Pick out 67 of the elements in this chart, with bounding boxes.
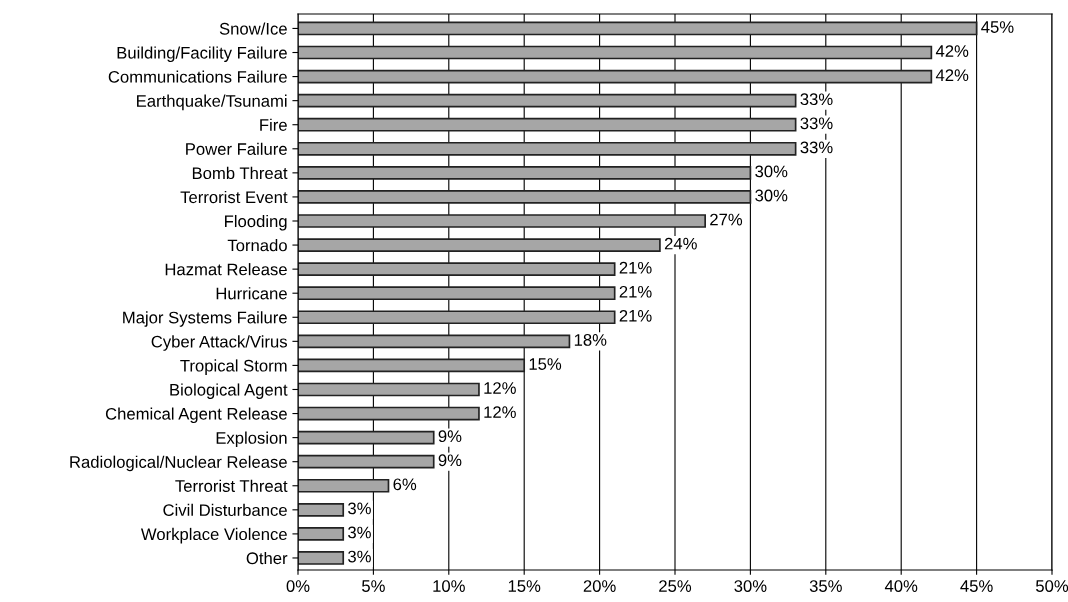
- y-tick-label: Communications Failure: [108, 70, 287, 83]
- y-tick-label: Tornado: [227, 239, 287, 252]
- y-tick-label: Tropical Storm: [180, 359, 287, 375]
- data-label: 12%: [484, 406, 516, 418]
- x-tick-label: 50%: [1035, 580, 1068, 592]
- data-label: 12%: [484, 382, 516, 394]
- data-label: 24%: [664, 237, 697, 250]
- bar: [298, 454, 435, 469]
- x-tick-label: 15%: [508, 580, 541, 592]
- data-label: 42%: [935, 45, 969, 57]
- data-label: 33%: [800, 117, 833, 130]
- data-label: 3%: [348, 526, 371, 539]
- bar: [298, 238, 661, 252]
- bar: [298, 430, 435, 445]
- data-label: 33%: [800, 93, 833, 106]
- bar: [298, 93, 797, 108]
- y-tick-label: Power Failure: [186, 142, 287, 155]
- x-tick-label: 5%: [362, 580, 385, 592]
- data-label: 9%: [438, 430, 462, 443]
- data-label: 21%: [619, 309, 652, 322]
- y-tick-label: Explosion: [216, 431, 287, 448]
- data-label: 21%: [619, 285, 652, 298]
- bar: [298, 527, 345, 541]
- y-tick-label: Civil Disturbance: [163, 503, 287, 517]
- data-label: 30%: [755, 189, 788, 202]
- data-label: 21%: [619, 261, 652, 274]
- y-tick-label: Other: [246, 551, 288, 565]
- data-label: 27%: [710, 213, 743, 226]
- y-tick-label: Terrorist Threat: [175, 479, 288, 492]
- x-tick-label: 35%: [809, 580, 842, 592]
- data-label: 3%: [348, 550, 371, 563]
- bar: [298, 551, 345, 565]
- y-tick-label: Hurricane: [216, 287, 287, 300]
- data-label: 9%: [438, 454, 462, 467]
- y-tick-label: Fire: [260, 118, 287, 131]
- data-label: 45%: [981, 21, 1014, 33]
- bar: [298, 117, 797, 132]
- x-tick-label: 10%: [433, 580, 465, 592]
- x-tick-label: 40%: [884, 580, 918, 592]
- x-tick-label: 0%: [286, 580, 310, 592]
- x-tick-label: 25%: [659, 580, 692, 592]
- x-tick-label: 45%: [960, 580, 993, 592]
- data-label: 3%: [348, 502, 371, 515]
- data-label: 42%: [935, 69, 969, 81]
- y-tick-label: Workplace Violence: [140, 527, 287, 544]
- data-label: 33%: [800, 141, 833, 154]
- y-tick-label: Bomb Threat: [192, 166, 288, 180]
- y-tick-label: Earthquake/Tsunami: [137, 94, 287, 111]
- y-tick-label: Cyber Attack/Virus: [151, 335, 287, 351]
- y-tick-label: Snow/Ice: [219, 22, 287, 35]
- y-tick-label: Flooding: [225, 214, 287, 231]
- bar: [298, 502, 345, 517]
- y-tick-label: Terrorist Event: [180, 190, 288, 204]
- y-tick-label: Chemical Agent Release: [105, 407, 287, 424]
- data-label: 6%: [393, 478, 417, 491]
- x-tick-label: 30%: [734, 580, 767, 592]
- y-tick-label: Radiological/Nuclear Release: [70, 455, 287, 472]
- y-tick-label: Hazmat Release: [165, 263, 287, 276]
- y-tick-label: Major Systems Failure: [123, 311, 287, 327]
- bar: [298, 141, 797, 156]
- y-tick-label: Building/Facility Failure: [117, 46, 287, 63]
- bar: [298, 334, 571, 349]
- data-label: 30%: [755, 165, 788, 178]
- x-tick-label: 20%: [583, 580, 616, 592]
- data-label: 15%: [529, 358, 562, 370]
- data-label: 18%: [574, 334, 607, 346]
- y-tick-label: Biological Agent: [170, 383, 288, 399]
